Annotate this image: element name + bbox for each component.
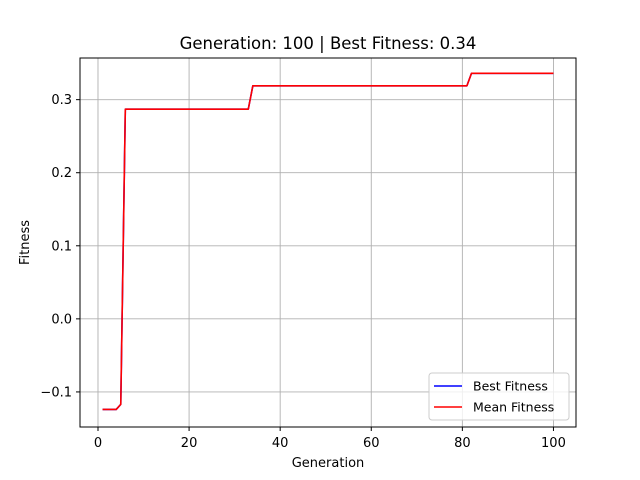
chart-title: Generation: 100 | Best Fitness: 0.34 [180,34,477,53]
x-axis-label: Generation [292,456,365,471]
x-tick-label: 80 [454,436,471,451]
y-tick-label: 0.0 [51,312,72,327]
x-tick-label: 60 [363,436,380,451]
x-tick-label: 0 [94,436,102,451]
axis-ticks: 0 20 40 60 80 100 −0.1 0.0 0.1 0.2 0.3 [40,93,565,451]
series-line-mean-fitness [102,72,554,411]
legend: Best Fitness Mean Fitness [428,372,570,421]
x-tick-label: 20 [181,436,198,451]
y-axis-label: Fitness [18,220,33,265]
x-tick-label: 40 [272,436,289,451]
legend-box [428,372,570,421]
axes-frame [79,57,577,428]
y-tick-label: 0.1 [51,239,72,254]
y-tick-label: 0.3 [51,93,72,108]
legend-label-best-fitness: Best Fitness [473,379,548,394]
legend-label-mean-fitness: Mean Fitness [473,400,554,415]
y-tick-label: 0.2 [51,166,72,181]
x-tick-label: 100 [541,436,566,451]
y-tick-label: −0.1 [40,385,72,400]
grid [80,58,576,427]
plot-lines [102,72,554,411]
